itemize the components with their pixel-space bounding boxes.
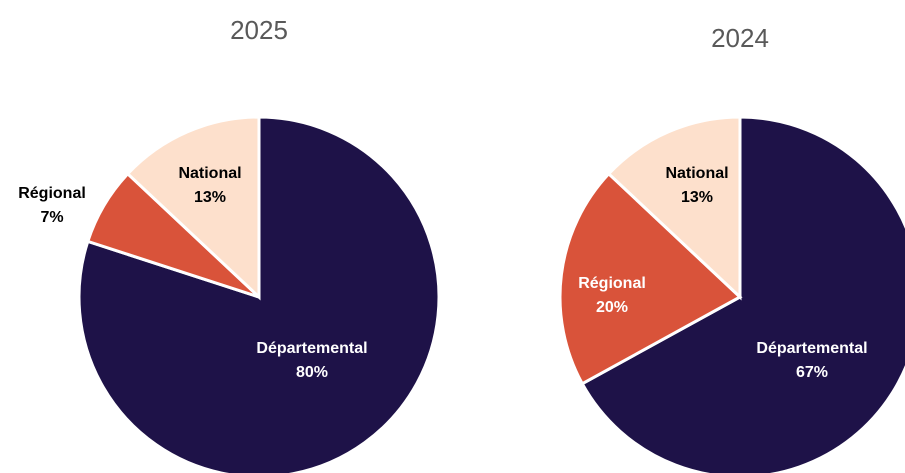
pie-slice: [580, 115, 905, 473]
slice-label: National: [665, 165, 728, 182]
pie-slice: [77, 115, 441, 473]
slice-value: 20%: [596, 299, 628, 316]
chart-title: 2025: [230, 15, 288, 45]
pie-slice: [558, 171, 743, 386]
slice-label: Régional: [578, 275, 646, 292]
slice-value: 13%: [194, 189, 226, 206]
slice-value: 67%: [796, 364, 828, 381]
slice-value: 80%: [296, 364, 328, 381]
slice-value: 13%: [681, 189, 713, 206]
slice-label: Départemental: [756, 340, 867, 357]
slice-label: Départemental: [256, 340, 367, 357]
slice-label: National: [178, 165, 241, 182]
pie-slice: [125, 115, 261, 301]
pie-slice: [606, 115, 742, 301]
chart-title: 2024: [711, 23, 769, 53]
slice-value: 7%: [40, 209, 63, 226]
slice-label: Régional: [18, 185, 86, 202]
